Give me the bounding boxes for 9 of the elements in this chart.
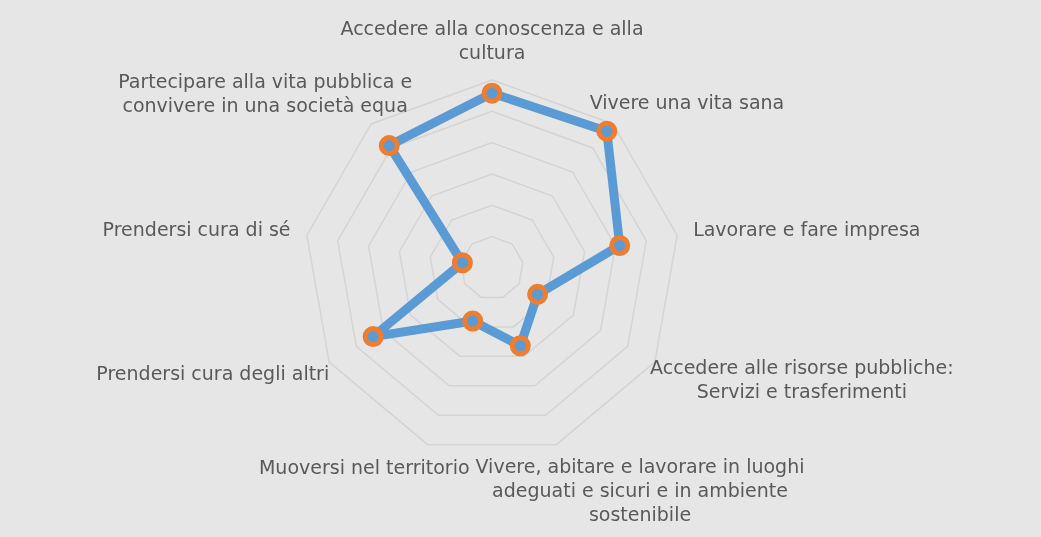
- spoke-label: Partecipare alla vita pubblica e convivere in una società equa: [118, 69, 413, 116]
- spoke-label: Prendersi cura di sé: [102, 217, 291, 240]
- spoke-label: Accedere alla conoscenza e alla cultura: [340, 16, 644, 63]
- spoke-label: Vivere, abitare e lavorare in luoghi adeguati e sicuri e in ambiente sostenibile: [475, 454, 805, 525]
- spoke-label: Accedere alle risorse pubbliche: Servizi e trasferimenti: [650, 355, 954, 402]
- spoke-label: Vivere una vita sana: [589, 91, 785, 113]
- spoke-label: Muoversi nel territorio: [258, 456, 470, 479]
- spoke-label: Prendersi cura degli altri: [96, 361, 330, 384]
- spoke-label: Lavorare e fare impresa: [693, 217, 921, 240]
